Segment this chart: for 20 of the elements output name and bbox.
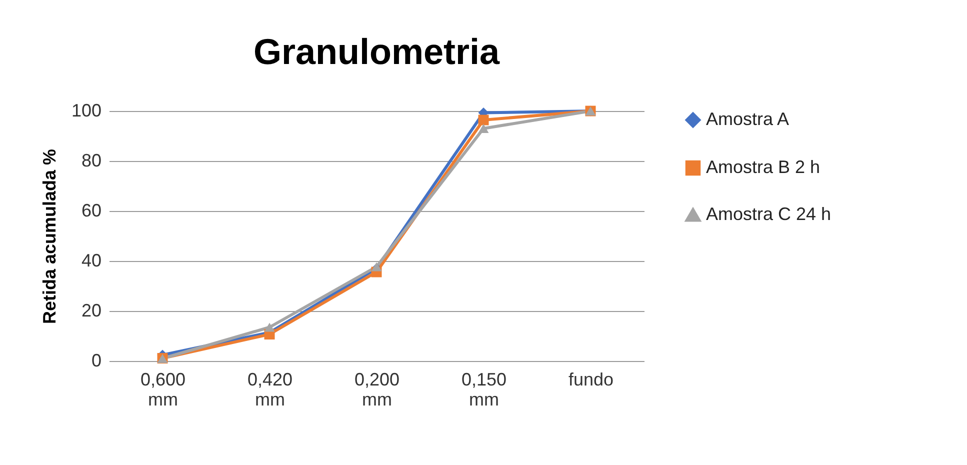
point (478, 124, 489, 134)
legend-label: Amostra C 24 h (706, 204, 832, 224)
point (264, 322, 275, 332)
y-tick-label: 40 (81, 250, 102, 270)
point (371, 262, 382, 272)
x-tick-label: 0,420 mm (247, 370, 293, 410)
x-tick-label: fundo (568, 370, 614, 390)
legend-label: Amostra B 2 h (706, 157, 820, 177)
y-tick-label: 80 (81, 150, 102, 170)
y-tick-label: 60 (81, 200, 102, 220)
chart-title: Granulometria (253, 31, 501, 72)
y-tick-label: 0 (91, 350, 102, 370)
y-axis-title: Retida acumulada % (39, 148, 60, 324)
point (478, 114, 489, 126)
x-tick-label: 0,200 mm (354, 370, 400, 410)
x-tick-label: 0,150 mm (461, 370, 507, 410)
y-tick-label: 100 (71, 100, 102, 120)
x-tick-label: 0,600 mm (140, 370, 186, 410)
legend-label: Amostra A (706, 109, 790, 129)
y-tick-label: 20 (81, 300, 102, 320)
